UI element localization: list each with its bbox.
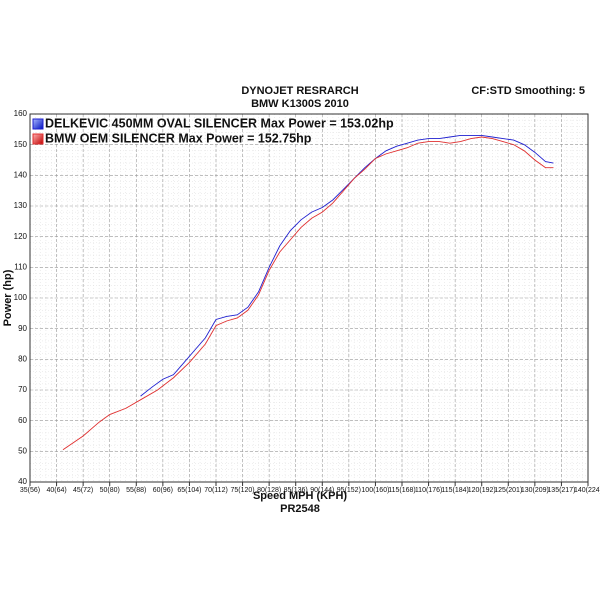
x-tick-label: 115(184) xyxy=(441,487,469,494)
x-tick-label: 80(128) xyxy=(257,487,281,494)
legend-swatch xyxy=(32,133,44,145)
x-tick-label: 45(72) xyxy=(73,487,93,494)
legend-label: DELKEVIC 450MM OVAL SILENCER Max Power =… xyxy=(45,116,394,130)
x-tick-label: 140(224) xyxy=(574,487,600,494)
x-tick-label: 65(104) xyxy=(177,487,201,494)
y-tick-label: 80 xyxy=(18,354,27,363)
y-tick-label: 50 xyxy=(18,446,27,455)
y-tick-label: 130 xyxy=(14,201,28,210)
grid xyxy=(29,113,589,486)
y-tick-label: 100 xyxy=(14,293,28,302)
legend-swatch xyxy=(32,118,44,130)
plot-frame xyxy=(29,113,589,483)
x-tick-label: 50(80) xyxy=(100,487,120,494)
x-tick-label: 110(176) xyxy=(415,487,443,494)
x-tick-label: 35(56) xyxy=(20,487,40,494)
legend-label: BMW OEM SILENCER Max Power = 152.75hp xyxy=(45,131,312,145)
y-tick-label: 110 xyxy=(14,262,27,271)
y-tick-label: 90 xyxy=(18,324,27,333)
x-tick-label: 90(144) xyxy=(310,487,334,494)
x-tick-label: 70(112) xyxy=(204,487,228,494)
x-tick-label: 40(64) xyxy=(46,487,66,494)
x-tick-label: 60(96) xyxy=(153,487,173,494)
power-curve xyxy=(140,135,554,397)
x-tick-label: 95(152) xyxy=(337,487,361,494)
x-tick-label: 75(120) xyxy=(231,487,255,494)
y-tick-label: 40 xyxy=(18,477,27,486)
x-tick-label: 85(136) xyxy=(284,487,308,494)
x-tick-label: 55(88) xyxy=(126,487,146,494)
y-tick-label: 70 xyxy=(18,385,27,394)
y-tick-label: 120 xyxy=(14,232,28,241)
x-axis-label: Speed MPH (KPH) xyxy=(253,490,347,502)
y-axis-label: Power (hp) xyxy=(2,269,14,326)
settings-note: CF:STD Smoothing: 5 xyxy=(471,85,585,97)
x-tick-label: 120(192) xyxy=(468,487,496,494)
y-tick-label: 160 xyxy=(14,109,28,118)
y-tick-label: 140 xyxy=(14,170,28,179)
x-tick-label: 135(217) xyxy=(547,487,575,494)
x-tick-label: 100(160) xyxy=(361,487,389,494)
y-tick-label: 150 xyxy=(14,140,28,149)
x-tick-label: 125(201) xyxy=(494,487,522,494)
chart-subtitle: BMW K1300S 2010 xyxy=(251,98,349,110)
y-tick-label: 60 xyxy=(18,416,27,425)
legend: DELKEVIC 450MM OVAL SILENCER Max Power =… xyxy=(32,116,394,145)
x-tick-label: 115(168) xyxy=(388,487,416,494)
power-curve xyxy=(62,136,554,451)
run-id: PR2548 xyxy=(280,503,320,515)
chart-title: DYNOJET RESRARCH xyxy=(241,85,358,97)
x-tick-label: 130(209) xyxy=(521,487,549,494)
series-lines xyxy=(62,135,554,451)
